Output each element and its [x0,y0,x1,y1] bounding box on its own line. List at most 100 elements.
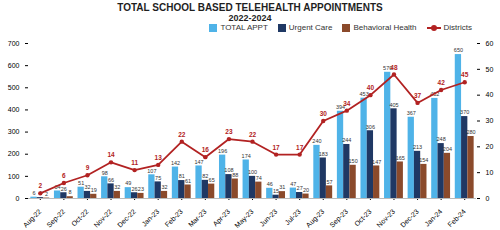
svg-text:Oct-23: Oct-23 [353,208,373,228]
svg-text:Sep-22: Sep-22 [45,208,67,228]
svg-text:650: 650 [454,47,463,53]
svg-text:165: 165 [396,155,405,161]
svg-text:14: 14 [107,151,115,158]
svg-text:22: 22 [249,131,257,138]
svg-text:22: 22 [178,131,186,138]
svg-text:2: 2 [38,182,42,189]
svg-text:280: 280 [466,129,475,135]
svg-text:Aug-23: Aug-23 [305,208,327,228]
svg-text:200: 200 [8,150,20,157]
svg-text:150: 150 [349,158,358,164]
svg-text:Nov-22: Nov-22 [92,208,113,228]
svg-text:8: 8 [69,189,72,195]
svg-text:49: 49 [125,180,131,186]
svg-text:Feb-24: Feb-24 [446,208,467,228]
svg-text:Dec-22: Dec-22 [116,208,137,228]
svg-text:453: 453 [360,91,369,97]
svg-text:370: 370 [460,109,469,115]
svg-text:174: 174 [242,153,251,159]
svg-text:60: 60 [486,40,494,47]
svg-text:20: 20 [486,143,494,150]
svg-text:51: 51 [78,180,84,186]
svg-text:40: 40 [367,84,375,91]
svg-text:213: 213 [413,144,422,150]
svg-text:17: 17 [272,144,280,151]
svg-text:142: 142 [171,160,180,166]
svg-text:11: 11 [131,159,138,166]
svg-text:183: 183 [319,151,328,157]
svg-text:400: 400 [8,106,20,113]
svg-text:0: 0 [486,195,490,202]
svg-text:82: 82 [202,173,208,179]
svg-text:81: 81 [179,173,185,179]
svg-text:23: 23 [138,186,144,192]
svg-text:46: 46 [267,181,273,187]
svg-text:32: 32 [114,184,120,190]
svg-text:30: 30 [320,110,328,117]
svg-text:45: 45 [461,71,469,78]
svg-text:74: 74 [256,175,262,181]
svg-text:Jul-23: Jul-23 [284,208,303,227]
svg-text:32: 32 [84,184,90,190]
svg-text:15: 15 [273,188,279,194]
svg-text:27: 27 [297,185,303,191]
svg-text:26: 26 [132,186,138,192]
svg-text:20: 20 [303,187,309,193]
svg-text:61: 61 [185,178,191,184]
svg-text:6: 6 [62,172,66,179]
svg-text:Sep-23: Sep-23 [328,208,350,228]
svg-text:154: 154 [419,157,428,163]
svg-text:100: 100 [8,173,20,180]
svg-text:47: 47 [290,181,296,187]
svg-text:Nov-23: Nov-23 [375,208,396,228]
svg-text:75: 75 [155,175,161,181]
svg-text:Aug-22: Aug-22 [22,208,44,228]
svg-text:9: 9 [86,164,90,171]
svg-text:32: 32 [161,184,167,190]
svg-text:244: 244 [342,137,351,143]
svg-text:4: 4 [39,190,42,196]
svg-text:6: 6 [32,190,35,196]
svg-text:240: 240 [312,138,321,144]
svg-text:57: 57 [326,179,332,185]
svg-text:37: 37 [414,92,422,99]
svg-text:13: 13 [155,154,163,161]
svg-text:Apr-23: Apr-23 [211,208,232,228]
svg-text:May-23: May-23 [233,208,255,228]
svg-text:248: 248 [437,136,446,142]
svg-text:300: 300 [8,128,20,135]
svg-text:147: 147 [372,159,381,165]
svg-text:147: 147 [194,159,203,165]
svg-text:42: 42 [438,79,446,86]
svg-text:65: 65 [209,177,215,183]
svg-text:405: 405 [389,102,398,108]
svg-text:23: 23 [225,128,233,135]
svg-text:10: 10 [486,169,494,176]
svg-text:700: 700 [8,40,20,47]
svg-text:Oct-22: Oct-22 [70,208,90,228]
svg-text:500: 500 [8,84,20,91]
svg-text:Jan-23: Jan-23 [140,208,160,228]
svg-text:98: 98 [102,170,108,176]
svg-text:Jun-23: Jun-23 [258,208,278,228]
svg-text:17: 17 [296,144,304,151]
svg-text:0: 0 [16,195,20,202]
svg-text:204: 204 [443,146,452,152]
svg-text:88: 88 [232,172,238,178]
svg-text:Mar-23: Mar-23 [187,208,208,228]
svg-text:34: 34 [343,100,351,107]
svg-text:30: 30 [486,117,494,124]
svg-text:48: 48 [390,64,398,71]
svg-text:367: 367 [407,110,416,116]
svg-text:16: 16 [202,146,210,153]
svg-text:50: 50 [486,66,494,73]
svg-text:66: 66 [108,177,114,183]
svg-text:19: 19 [91,187,97,193]
svg-text:31: 31 [279,184,285,190]
svg-text:107: 107 [147,168,156,174]
svg-text:196: 196 [218,148,227,154]
svg-text:Jan-24: Jan-24 [423,208,443,228]
svg-text:600: 600 [8,62,20,69]
svg-text:26: 26 [61,186,67,192]
svg-text:40: 40 [486,91,494,98]
